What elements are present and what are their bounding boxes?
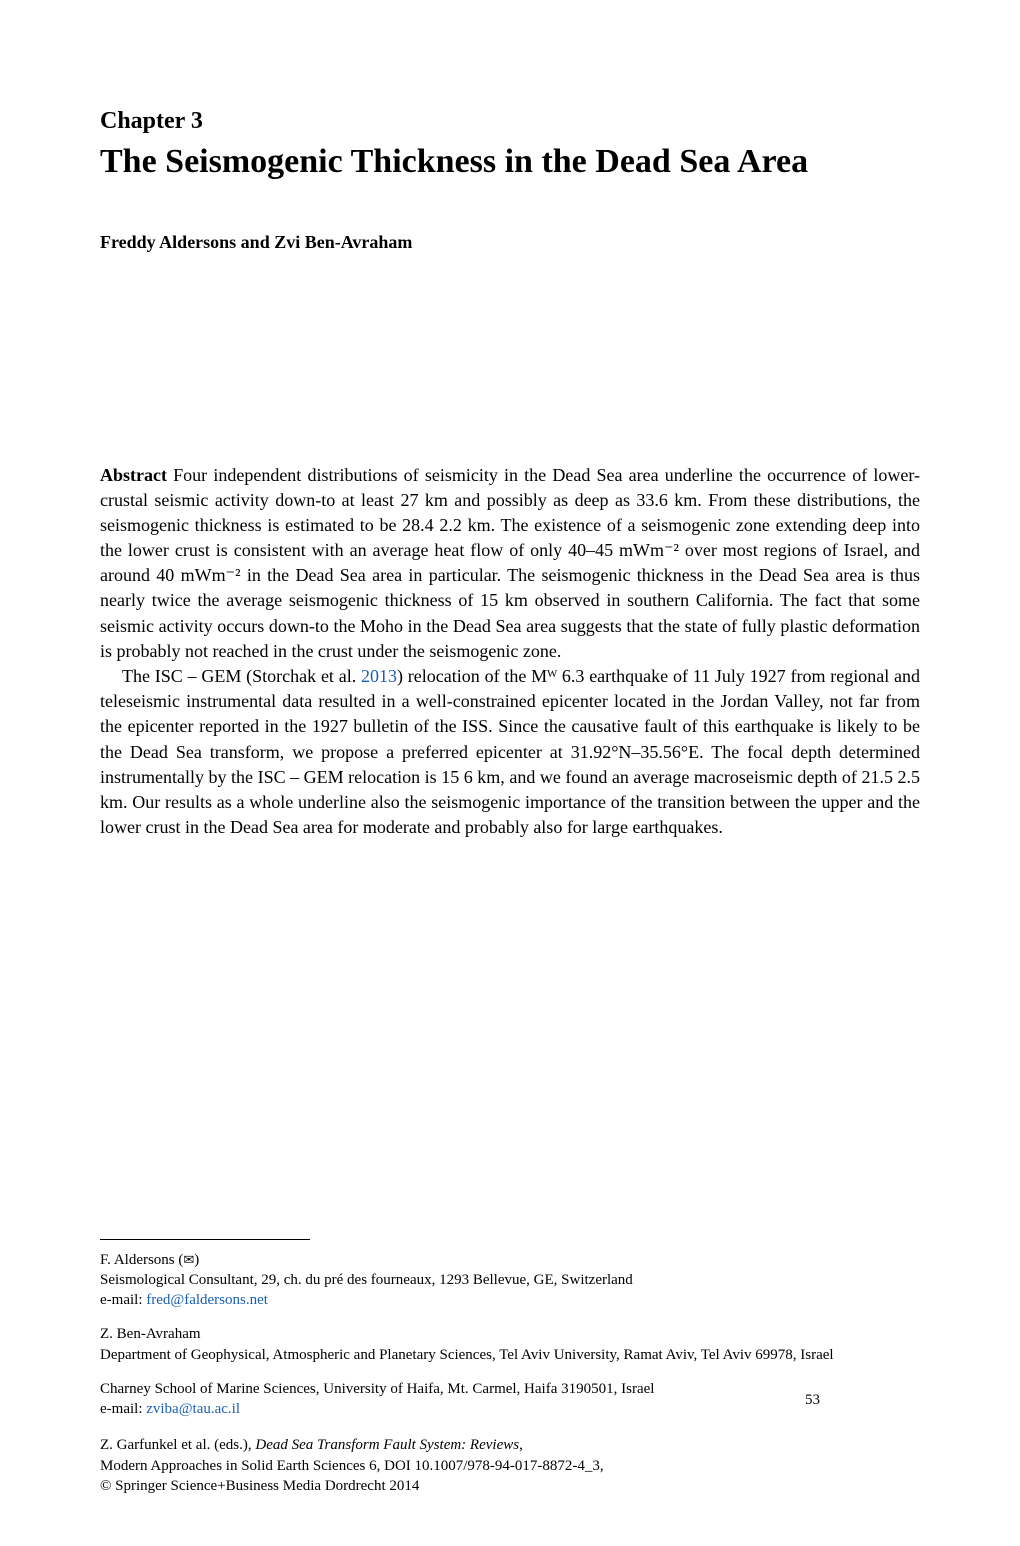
citation-line-2: Modern Approaches in Solid Earth Science… bbox=[100, 1456, 920, 1476]
page: Chapter 3 The Seismogenic Thickness in t… bbox=[0, 0, 1020, 1546]
author2-affil2-block: Charney School of Marine Sciences, Unive… bbox=[100, 1379, 920, 1420]
para2-prefix: The ISC – GEM (Storchak et al. bbox=[122, 666, 361, 686]
author1-affiliation: Seismological Consultant, 29, ch. du pré… bbox=[100, 1270, 920, 1290]
abstract-label: Abstract bbox=[100, 465, 167, 485]
abstract-para-2: The ISC – GEM (Storchak et al. 2013) rel… bbox=[100, 664, 920, 840]
author1-name: F. Aldersons (✉) bbox=[100, 1250, 920, 1270]
chapter-label: Chapter 3 bbox=[100, 108, 920, 135]
page-number: 53 bbox=[805, 1390, 820, 1410]
author1-email-link[interactable]: fred@faldersons.net bbox=[146, 1292, 268, 1308]
author2-name: Z. Ben-Avraham bbox=[100, 1324, 920, 1344]
chapter-title: The Seismogenic Thickness in the Dead Se… bbox=[100, 141, 920, 184]
abstract-body: Four independent distributions of seismi… bbox=[100, 465, 920, 661]
citation-block: Z. Garfunkel et al. (eds.), Dead Sea Tra… bbox=[100, 1435, 920, 1496]
author2-affiliation-1: Department of Geophysical, Atmospheric a… bbox=[100, 1345, 920, 1365]
citation-line-1: Z. Garfunkel et al. (eds.), Dead Sea Tra… bbox=[100, 1435, 920, 1455]
author2-email-label: e-mail: bbox=[100, 1401, 146, 1417]
author2-block: Z. Ben-Avraham Department of Geophysical… bbox=[100, 1324, 920, 1365]
corresponding-author-block: F. Aldersons (✉) Seismological Consultan… bbox=[100, 1250, 920, 1311]
author2-email-link[interactable]: zviba@tau.ac.il bbox=[146, 1401, 240, 1417]
footer-divider bbox=[100, 1239, 310, 1240]
para2-suffix: ) relocation of the Mᵂ 6.3 earthquake of… bbox=[100, 666, 920, 837]
citation-line-3: © Springer Science+Business Media Dordre… bbox=[100, 1476, 920, 1496]
citation-title: Dead Sea Transform Fault System: Reviews bbox=[255, 1437, 519, 1453]
abstract: Abstract Four independent distributions … bbox=[100, 463, 920, 665]
author1-name-text: F. Aldersons ( bbox=[100, 1252, 183, 1268]
author1-email-label: e-mail: bbox=[100, 1292, 146, 1308]
envelope-icon: ✉ bbox=[183, 1251, 194, 1269]
footer: F. Aldersons (✉) Seismological Consultan… bbox=[100, 1239, 920, 1497]
citation-prefix: Z. Garfunkel et al. (eds.), bbox=[100, 1437, 255, 1453]
author1-email-line: e-mail: fred@faldersons.net bbox=[100, 1290, 920, 1310]
author2-affiliation-2: Charney School of Marine Sciences, Unive… bbox=[100, 1379, 920, 1399]
author2-email-line: e-mail: zviba@tau.ac.il bbox=[100, 1399, 920, 1419]
authors: Freddy Aldersons and Zvi Ben-Avraham bbox=[100, 232, 920, 253]
citation-year-link[interactable]: 2013 bbox=[361, 666, 397, 686]
